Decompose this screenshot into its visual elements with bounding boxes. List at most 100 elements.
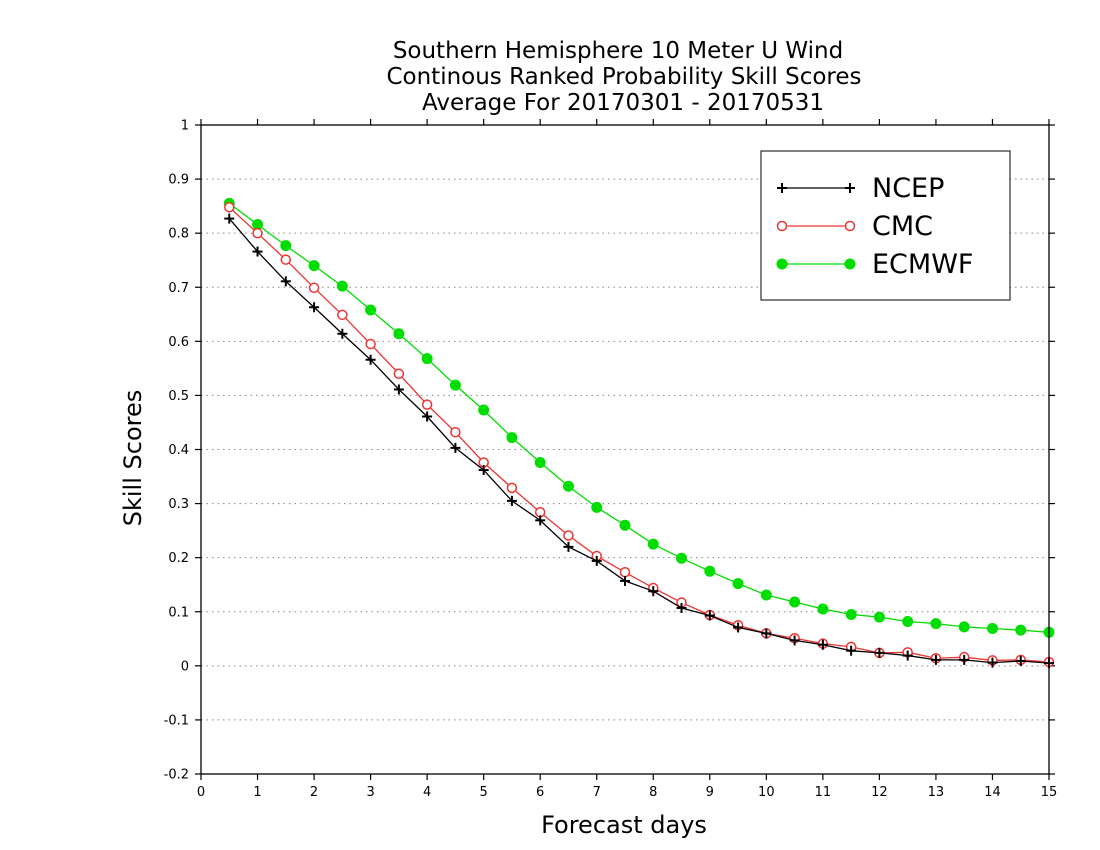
data-point-ncep — [422, 411, 433, 422]
data-point-ncep — [478, 465, 489, 476]
y-tick-label: 0.4 — [168, 443, 189, 458]
data-point-ecmwf — [534, 456, 546, 468]
gridlines — [201, 178, 1049, 721]
legend-item-ncep: NCEP — [777, 173, 944, 204]
data-point-ecmwf — [365, 304, 377, 316]
data-point-ncep — [309, 302, 320, 313]
y-tick-label: 1 — [181, 119, 189, 134]
data-point-ecmwf — [958, 621, 970, 633]
plot-frame — [200, 124, 1050, 775]
data-point-ecmwf — [393, 328, 405, 340]
data-point-ncep — [1015, 655, 1026, 666]
data-point-ecmwf — [789, 596, 801, 608]
data-point-ecmwf — [336, 280, 348, 292]
data-point-ncep — [874, 647, 885, 658]
x-tick-label: 14 — [984, 785, 1001, 800]
x-tick-label: 0 — [197, 785, 205, 800]
data-point-ecmwf — [478, 404, 490, 416]
legend-marker-ncep — [777, 183, 787, 193]
data-point-ecmwf — [732, 578, 744, 590]
y-tick-label: -0.1 — [164, 713, 189, 728]
data-point-cmc — [252, 227, 263, 239]
data-point-cmc — [619, 567, 631, 578]
data-point-cmc — [421, 399, 433, 410]
data-point-ncep — [930, 654, 941, 665]
legend-marker-cmc — [844, 220, 856, 232]
x-tick-label: 5 — [480, 785, 488, 800]
y-tick-label: -0.2 — [164, 768, 189, 783]
x-tick-label: 12 — [871, 785, 888, 800]
data-point-ecmwf — [619, 519, 631, 531]
chart-title: Southern Hemisphere 10 Meter U Wind Cont… — [386, 38, 861, 116]
data-point-ecmwf — [873, 611, 885, 623]
data-point-ncep — [902, 650, 913, 661]
data-point-ncep — [789, 635, 800, 646]
data-point-ncep — [280, 276, 291, 287]
data-point-cmc — [308, 282, 320, 294]
data-point-ncep — [648, 586, 659, 597]
x-tick-label: 2 — [310, 785, 318, 800]
x-tick-label: 6 — [536, 785, 544, 800]
axis-ticks: -0.2-0.100.10.20.30.40.50.60.70.80.910 1 2… — [164, 119, 1058, 801]
legend-marker-cmc — [776, 220, 788, 232]
data-point-ncep — [393, 384, 404, 395]
data-point-ecmwf — [1015, 624, 1027, 636]
y-tick-label: 0 — [181, 659, 189, 674]
data-point-ecmwf — [421, 353, 433, 365]
data-point-ecmwf — [760, 589, 772, 601]
x-tick-label: 7 — [593, 785, 601, 800]
data-point-cmc — [393, 368, 405, 380]
data-point-ecmwf — [591, 501, 603, 513]
data-point-ecmwf — [506, 432, 518, 444]
x-tick-label: 4 — [423, 785, 431, 800]
data-point-ncep — [224, 213, 235, 224]
y-tick-label: 0.3 — [168, 497, 189, 512]
data-point-ncep — [817, 639, 828, 650]
data-point-ncep — [535, 515, 546, 526]
data-point-ecmwf — [902, 615, 914, 627]
data-point-ncep — [704, 610, 715, 621]
data-point-cmc — [280, 254, 292, 265]
y-tick-label: 0.7 — [168, 281, 189, 296]
y-tick-label: 0.9 — [168, 173, 189, 188]
data-point-cmc — [337, 309, 348, 321]
data-point-ncep — [987, 657, 998, 668]
y-axis-label: Skill Scores — [119, 390, 147, 527]
x-tick-label: 11 — [815, 785, 832, 800]
data-point-ncep — [506, 495, 517, 506]
data-point-ecmwf — [280, 240, 292, 252]
y-tick-label: 0.2 — [168, 551, 189, 566]
data-point-ncep — [761, 628, 772, 639]
data-point-ncep — [591, 555, 602, 566]
x-tick-label: 1 — [253, 785, 261, 800]
data-point-cmc — [506, 482, 518, 494]
data-point-ncep — [365, 354, 376, 365]
x-tick-label: 3 — [366, 785, 374, 800]
x-tick-label: 10 — [758, 785, 775, 800]
data-point-ncep — [252, 246, 263, 257]
legend: NCEP CMC ECMWF — [760, 150, 1011, 301]
legend-marker-ecmwf — [844, 258, 856, 270]
series-lines — [223, 197, 1055, 669]
x-tick-label: 8 — [649, 785, 657, 800]
data-point-ecmwf — [308, 260, 320, 272]
data-point-ecmwf — [449, 379, 461, 391]
x-axis-label: Forecast days — [541, 811, 707, 839]
legend-label-ecmwf: ECMWF — [872, 249, 973, 280]
y-tick-label: 0.1 — [168, 605, 189, 620]
data-point-ecmwf — [676, 552, 688, 564]
x-tick-label: 9 — [706, 785, 714, 800]
chart-title-line-2: Continous Ranked Probability Skill Score… — [386, 64, 861, 90]
data-point-cmc — [365, 338, 376, 350]
legend-marker-ncep — [845, 183, 855, 193]
data-point-cmc — [224, 201, 235, 213]
y-tick-label: 0.6 — [168, 335, 189, 350]
legend-label-cmc: CMC — [872, 211, 933, 242]
y-tick-label: 0.8 — [168, 227, 189, 242]
data-point-ncep — [676, 602, 687, 613]
data-point-cmc — [563, 530, 574, 541]
data-point-ncep — [733, 622, 744, 633]
data-point-ecmwf — [817, 603, 829, 615]
data-point-ecmwf — [704, 565, 716, 577]
